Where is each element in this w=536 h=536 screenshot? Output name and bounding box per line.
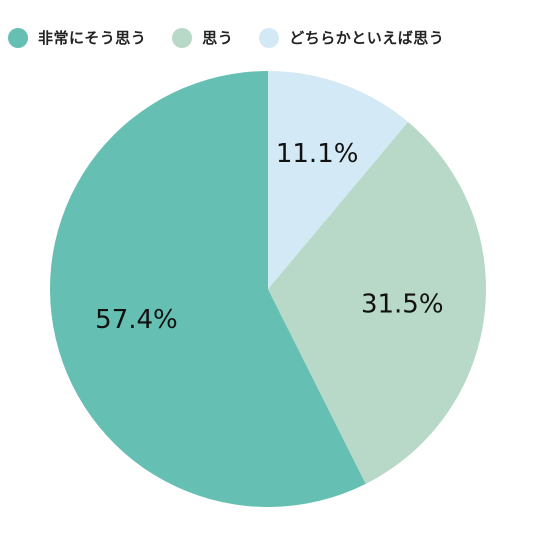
legend-swatch-somewhat-agree	[259, 27, 280, 48]
pie-slice-agree	[268, 121, 486, 484]
legend-item-strongly-agree: 非常にそう思う	[8, 27, 146, 48]
pie-slice-somewhat-agree	[268, 71, 409, 289]
legend-item-agree: 思う	[172, 27, 233, 48]
slice-label-somewhat-agree: 11.1%	[276, 139, 359, 169]
legend-swatch-agree	[172, 27, 193, 48]
legend: 非常にそう思う 思う どちらかといえば思う	[8, 27, 444, 48]
slice-label-strongly-agree: 57.4%	[95, 305, 178, 335]
pie-slice-strongly-agree	[49, 71, 366, 508]
slice-label-agree: 31.5%	[361, 290, 444, 320]
legend-label-strongly-agree: 非常にそう思う	[38, 29, 147, 47]
legend-label-agree: 思う	[202, 29, 234, 47]
legend-swatch-strongly-agree	[8, 27, 28, 48]
legend-item-somewhat-agree: どちらかといえば思う	[259, 27, 444, 48]
legend-label-somewhat-agree: どちらかといえば思う	[289, 29, 445, 47]
